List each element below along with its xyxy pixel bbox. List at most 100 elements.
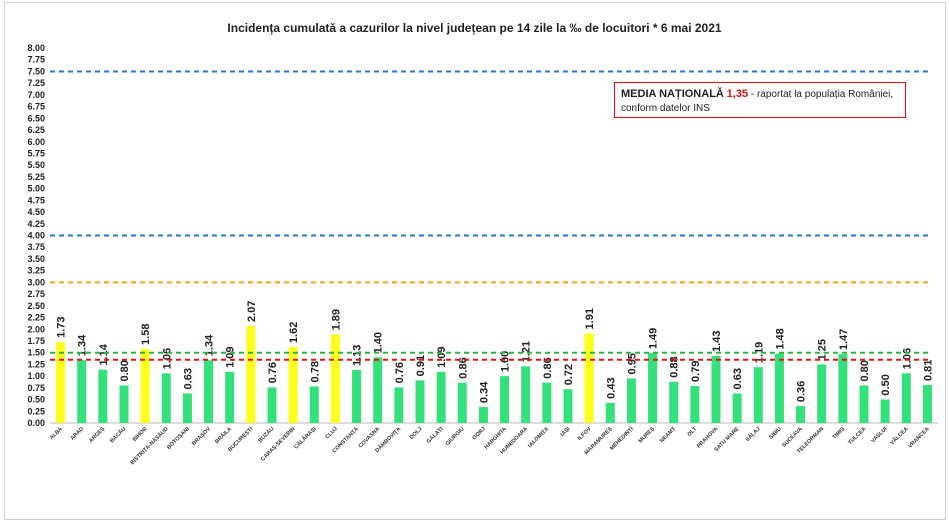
bar-neamț xyxy=(669,381,679,423)
value-label: 0.34 xyxy=(478,381,490,403)
category-label: ILFOV xyxy=(577,426,593,442)
value-label: 1.14 xyxy=(98,343,110,365)
y-tick-label: 5.50 xyxy=(27,160,45,170)
value-label: 0.36 xyxy=(796,381,808,402)
y-tick-label: 6.75 xyxy=(27,102,45,112)
value-label: 1.62 xyxy=(288,322,300,343)
bar-argeș xyxy=(98,369,108,423)
category-label: MUREȘ xyxy=(638,426,657,445)
bar-bacău xyxy=(119,385,129,423)
value-label: 1.25 xyxy=(817,339,829,360)
value-label: 1.13 xyxy=(352,345,364,366)
category-label: BRAȘOV xyxy=(191,426,212,447)
y-tick-label: 0.25 xyxy=(27,406,45,416)
category-label: ALBA xyxy=(49,426,64,441)
value-label: 1.58 xyxy=(140,324,152,345)
bar-brăila xyxy=(225,371,235,423)
note-value: 1,35 xyxy=(726,88,749,100)
bar-bucurești xyxy=(246,325,256,423)
category-label: DOLJ xyxy=(409,426,424,441)
value-label: 1.00 xyxy=(500,351,512,372)
note-text: - raportat la populația României, xyxy=(750,89,894,100)
value-label: 0.76 xyxy=(394,362,406,383)
y-tick-label: 7.00 xyxy=(27,90,45,100)
y-tick-label: 2.50 xyxy=(27,301,45,311)
category-label: CĂLĂRAȘI xyxy=(293,425,318,450)
category-label: BACĂU xyxy=(108,425,127,444)
bar-hunedoara xyxy=(521,366,531,423)
category-label: NEAMȚ xyxy=(659,426,678,445)
category-label: GALAȚI xyxy=(426,426,445,445)
category-label: OLT xyxy=(687,426,699,438)
bar-dâmbovița xyxy=(394,387,404,423)
category-label: VÂLCEA xyxy=(889,425,910,446)
bar-ialomița xyxy=(542,382,552,423)
value-label: 1.34 xyxy=(77,334,89,356)
bar-sibiu xyxy=(774,353,784,423)
bar-cluj xyxy=(330,334,340,423)
bar-alba xyxy=(56,341,66,423)
bar-iași xyxy=(563,389,573,423)
value-label: 0.91 xyxy=(415,355,427,376)
category-label: GIURGIU xyxy=(445,426,466,447)
y-tick-label: 3.25 xyxy=(27,266,45,276)
category-label: BUZĂU xyxy=(257,425,276,444)
y-tick-label: 1.00 xyxy=(27,371,45,381)
value-label: 0.63 xyxy=(732,368,744,389)
category-label: VASLUI xyxy=(870,426,889,445)
value-label: 0.76 xyxy=(267,362,279,383)
value-label: 1.48 xyxy=(774,328,786,349)
bar-timiș xyxy=(838,354,848,423)
bar-satu mare xyxy=(732,393,742,423)
y-tick-label: 6.25 xyxy=(27,125,45,135)
bar-olt xyxy=(690,385,700,423)
bar-bihor xyxy=(140,348,150,423)
bar-caraș-severin xyxy=(288,347,298,423)
y-tick-label: 2.75 xyxy=(27,289,45,299)
bar-prahova xyxy=(711,355,721,423)
y-tick-label: 7.50 xyxy=(27,66,45,76)
value-label: 1.47 xyxy=(838,329,850,350)
value-label: 0.88 xyxy=(669,356,681,377)
y-tick-label: 8.00 xyxy=(27,43,45,53)
value-label: 1.21 xyxy=(521,341,533,362)
category-label: TIMIȘ xyxy=(832,426,847,441)
y-tick-label: 5.25 xyxy=(27,172,45,182)
y-tick-label: 0.00 xyxy=(27,418,45,428)
bar-bistrița-năsăud xyxy=(161,373,171,423)
y-tick-label: 7.25 xyxy=(27,78,45,88)
bar-giurgiu xyxy=(457,382,467,423)
value-label: 0.80 xyxy=(859,360,871,381)
y-tick-label: 6.00 xyxy=(27,137,45,147)
y-tick-label: 2.00 xyxy=(27,324,45,334)
category-label: BOTOȘANI xyxy=(166,426,191,451)
bar-vâlcea xyxy=(901,373,911,423)
category-label: GORJ xyxy=(472,426,487,441)
value-label: 0.80 xyxy=(119,360,131,381)
value-label: 2.07 xyxy=(246,301,258,322)
bar-dolj xyxy=(415,380,425,423)
value-label: 1.40 xyxy=(373,332,385,353)
value-label: 0.95 xyxy=(626,353,638,374)
value-label: 1.89 xyxy=(330,309,342,330)
value-label: 1.09 xyxy=(436,346,448,367)
category-label: ARAD xyxy=(70,426,85,441)
note-line2: conform datelor INS xyxy=(621,103,710,114)
value-label: 0.78 xyxy=(309,361,321,382)
y-tick-label: 4.00 xyxy=(27,231,45,241)
y-tick-label: 5.75 xyxy=(27,148,45,158)
bar-vaslui xyxy=(880,399,890,423)
y-tick-label: 1.75 xyxy=(27,336,45,346)
note-headline: MEDIA NAȚIONALĂ xyxy=(621,88,724,100)
y-tick-label: 1.50 xyxy=(27,348,45,358)
bar-harghita xyxy=(500,376,510,423)
y-tick-label: 3.75 xyxy=(27,242,45,252)
bar-buzău xyxy=(267,387,277,423)
value-label: 0.43 xyxy=(605,377,617,398)
category-label: VRANCEA xyxy=(907,426,930,449)
y-tick-label: 3.50 xyxy=(27,254,45,264)
value-label: 1.91 xyxy=(584,308,596,329)
bar-galați xyxy=(436,371,446,423)
national-average-note: MEDIA NAȚIONALĂ 1,35 - raportat la popul… xyxy=(614,82,906,118)
